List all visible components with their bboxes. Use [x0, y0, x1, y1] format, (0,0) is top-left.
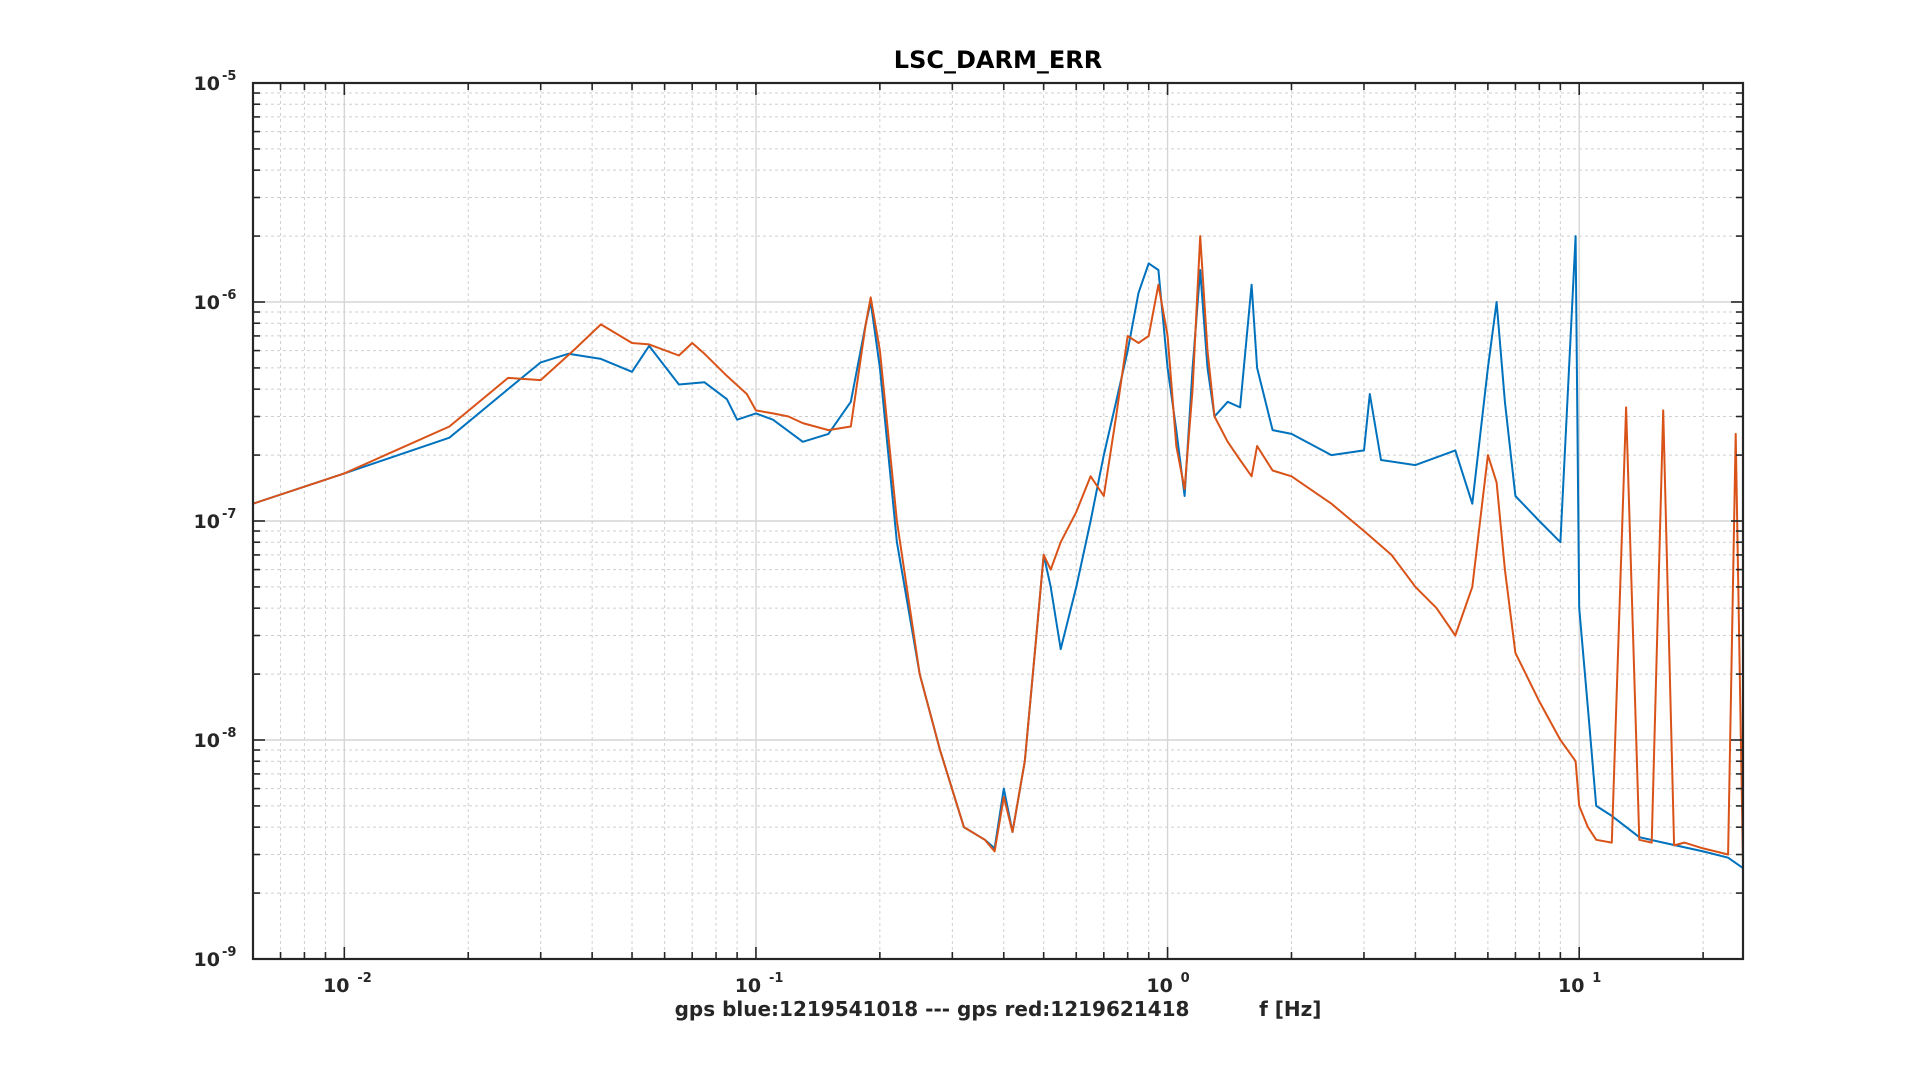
x-tick-label: 10: [323, 975, 349, 997]
x-tick-label-exponent: -2: [357, 971, 371, 986]
x-tick-label-exponent: -1: [769, 971, 783, 986]
x-tick-label: 10: [735, 975, 761, 997]
y-tick-label: 10: [194, 73, 220, 95]
y-tick-label-exponent: -9: [222, 945, 236, 960]
ticks: [252, 82, 1743, 960]
series-group: [252, 235, 1744, 869]
tick-labels: 10 -2 10 -1 10 0 10 110 -910 -810 -710 -610 -5: [194, 69, 1602, 997]
y-tick-label-exponent: -8: [222, 726, 236, 741]
x-axis-label: gps blue:1219541018 --- gps red:12196214…: [675, 997, 1322, 1021]
y-tick-label-exponent: -5: [222, 69, 236, 84]
grid: [252, 82, 1743, 960]
y-tick-label-exponent: -7: [222, 507, 236, 522]
y-tick-label: 10: [194, 949, 220, 971]
chart-title: LSC_DARM_ERR: [894, 46, 1102, 74]
x-tick-label-exponent: 1: [1592, 971, 1601, 986]
y-tick-label: 10: [194, 511, 220, 533]
x-tick-label: 10: [1146, 975, 1172, 997]
y-tick-label: 10: [194, 730, 220, 752]
y-tick-label: 10: [194, 292, 220, 314]
series-line-blue: [252, 235, 1744, 869]
x-tick-label-exponent: 0: [1181, 971, 1190, 986]
x-tick-label: 10: [1558, 975, 1584, 997]
y-tick-label-exponent: -6: [222, 288, 236, 303]
series-line-red: [252, 235, 1744, 865]
